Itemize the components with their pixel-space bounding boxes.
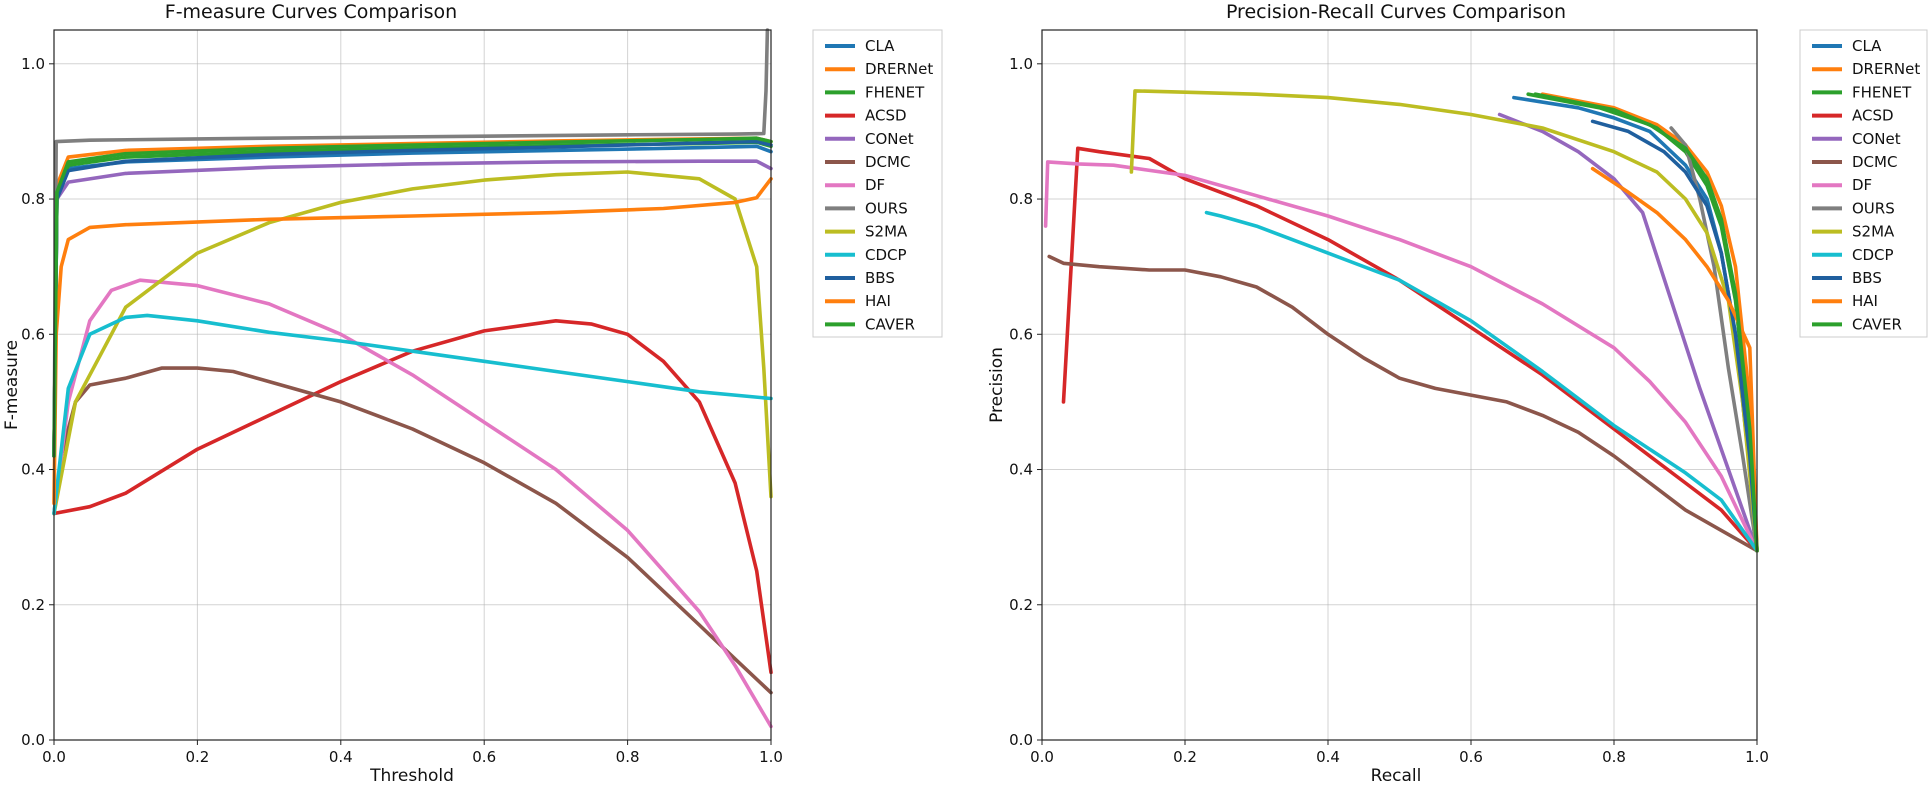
legend-label: CONet [865, 130, 914, 148]
series-line-dcmc [1047, 254, 1759, 553]
legend-label: ACSD [865, 107, 907, 125]
x-tick-label: 0.6 [1459, 748, 1483, 766]
legend-label: DRERNet [865, 60, 933, 78]
series-line-dcmc [52, 366, 773, 695]
legend-label: BBS [1852, 269, 1882, 287]
x-axis-label: Threshold [369, 766, 454, 786]
series-line-s2ma [1129, 89, 1759, 553]
series-line-bbs [52, 139, 773, 458]
legend-label: HAI [865, 292, 891, 310]
series-line-hai [52, 177, 773, 506]
series-line-ours [52, 28, 770, 458]
chart-title: Precision-Recall Curves Comparison [1226, 1, 1566, 23]
series-line-ours [1669, 126, 1759, 553]
series-line-caver [1526, 92, 1759, 553]
x-tick-label: 0.2 [185, 748, 209, 766]
legend-label: CDCP [1852, 246, 1894, 264]
plot-frame [1041, 29, 1758, 741]
tick-layer: 0.0 0.2 0.4 0.6 0.8 1.0 0.0 0.2 0.4 0.6 0.8 1.0 [1009, 55, 1769, 766]
y-axis-label: F-measure [2, 340, 22, 430]
y-tick-label: 0.6 [21, 325, 45, 343]
legend-label: CAVER [1852, 315, 1902, 333]
y-tick-label: 0.8 [21, 190, 45, 208]
x-tick-label: 0.0 [1030, 748, 1054, 766]
y-tick-label: 0.4 [21, 461, 45, 479]
precision-recall-chart: Precision-Recall Curves Comparison 0.0 0.… [987, 1, 1928, 786]
x-tick-label: 0.4 [1316, 748, 1340, 766]
x-tick-label: 0.6 [472, 748, 496, 766]
legend-label: DCMC [1852, 153, 1897, 171]
legend-label: ACSD [1852, 107, 1894, 125]
legend-label: DRERNet [1852, 60, 1920, 78]
legend-label: HAI [1852, 292, 1878, 310]
series-line-acsd [52, 319, 773, 675]
series-line-acsd [1061, 146, 1759, 553]
legend-label: S2MA [1852, 223, 1895, 241]
legend-label: FHENET [1852, 83, 1912, 101]
series-line-df [1043, 160, 1759, 553]
series-line-df [52, 278, 773, 729]
legend-label: OURS [865, 199, 908, 217]
x-tick-label: 0.8 [1602, 748, 1626, 766]
x-tick-label: 1.0 [759, 748, 783, 766]
y-tick-label: 1.0 [21, 55, 45, 73]
legend: CLA DRERNet FHENET ACSD CONet DCMC DF OURS S2MA C… [1799, 29, 1928, 338]
grid-layer [1041, 30, 1758, 741]
legend-label: CDCP [865, 246, 907, 264]
plot-frame [53, 29, 772, 741]
y-tick-label: 0.0 [1009, 731, 1033, 749]
legend-label: CONet [1852, 130, 1901, 148]
legend-label: DCMC [865, 153, 910, 171]
y-tick-label: 0.6 [1009, 325, 1033, 343]
legend-label: CAVER [865, 315, 915, 333]
series-line-drernet [1540, 92, 1759, 553]
series-line-conet [52, 159, 773, 458]
series-line-cla [52, 144, 773, 458]
y-tick-label: 0.8 [1009, 190, 1033, 208]
tick-layer: 0.0 0.2 0.4 0.6 0.8 1.0 0.0 0.2 0.4 0.6 0.8 1.0 [21, 55, 783, 766]
x-tick-label: 0.8 [616, 748, 640, 766]
legend-label: OURS [1852, 199, 1895, 217]
x-tick-label: 0.0 [42, 748, 66, 766]
x-tick-label: 0.2 [1173, 748, 1197, 766]
y-tick-label: 0.2 [21, 596, 45, 614]
x-axis-label: Recall [1371, 766, 1422, 786]
legend-label: DF [1852, 176, 1872, 194]
f-measure-chart: F-measure Curves Comparison 0.0 0.2 0.4 0.6… [2, 1, 943, 786]
series-line-drernet [52, 136, 773, 458]
y-axis-label: Precision [987, 347, 1007, 423]
legend-label: BBS [865, 269, 895, 287]
series-layer [1043, 89, 1759, 553]
series-line-hai [1590, 166, 1759, 553]
chart-title: F-measure Curves Comparison [165, 1, 457, 23]
series-line-cdcp [52, 313, 773, 516]
legend-label: S2MA [865, 223, 908, 241]
x-tick-label: 1.0 [1745, 748, 1769, 766]
legend-label: CLA [865, 37, 895, 55]
y-tick-label: 0.0 [21, 731, 45, 749]
series-line-caver [52, 136, 773, 458]
series-layer [52, 28, 773, 729]
legend-label: CLA [1852, 37, 1882, 55]
legend-label: DF [865, 176, 885, 194]
y-tick-label: 1.0 [1009, 55, 1033, 73]
legend-label: FHENET [865, 83, 925, 101]
series-line-cdcp [1204, 210, 1759, 553]
series-line-bbs [1590, 119, 1759, 553]
series-line-conet [1497, 112, 1759, 553]
x-tick-label: 0.4 [329, 748, 353, 766]
y-tick-label: 0.2 [1009, 596, 1033, 614]
y-tick-label: 0.4 [1009, 461, 1033, 479]
legend: CLA DRERNet FHENET ACSD CONet DCMC DF OURS S2MA C… [812, 29, 943, 338]
